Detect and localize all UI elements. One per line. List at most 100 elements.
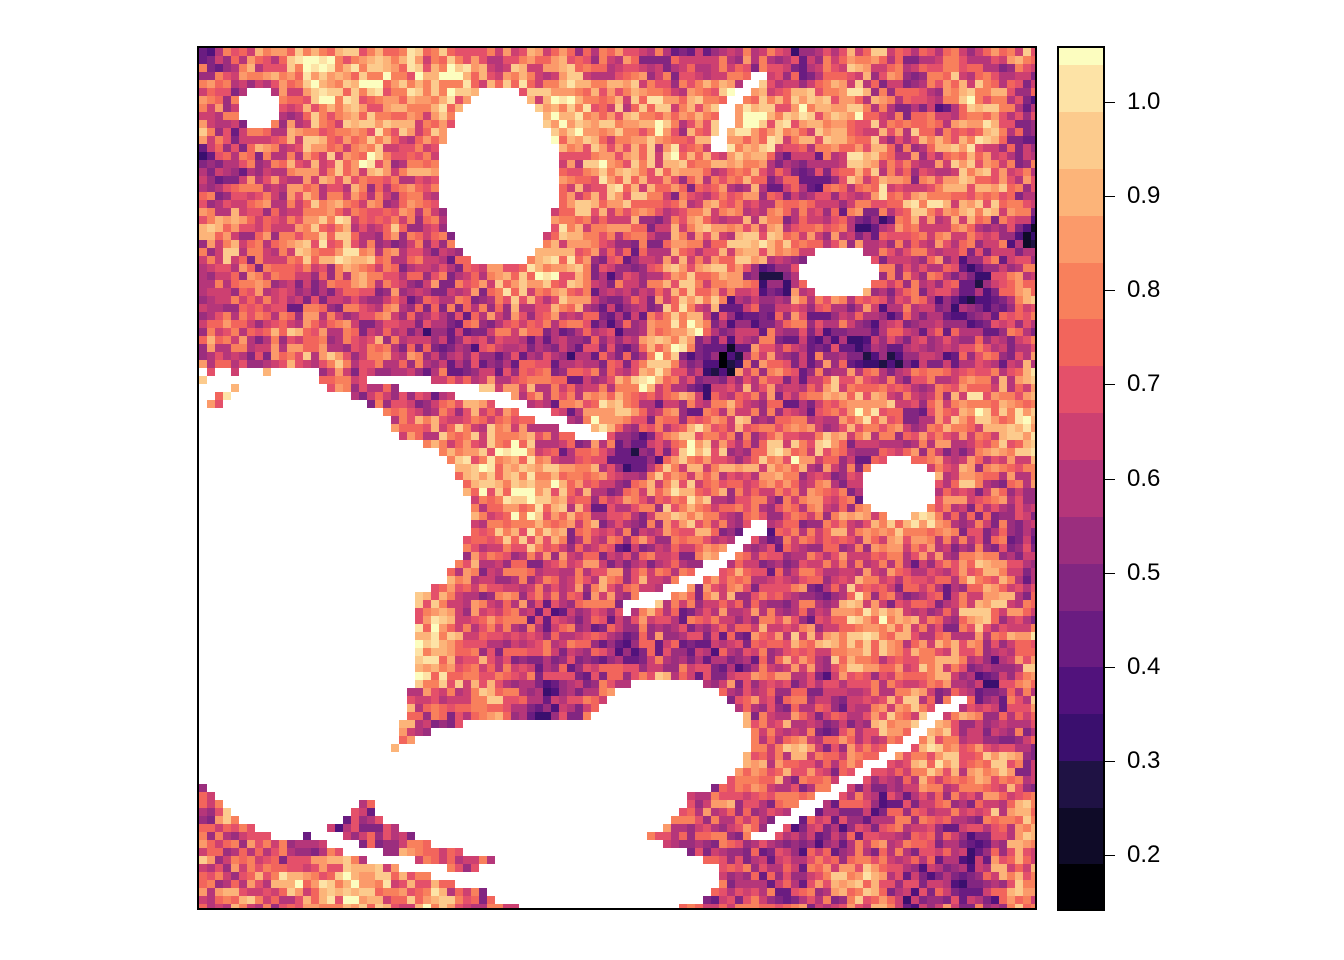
raster-cell [959, 80, 967, 88]
raster-cell [1023, 384, 1031, 392]
raster-cell [783, 296, 791, 304]
raster-cell [735, 368, 743, 376]
raster-cell [847, 312, 855, 320]
raster-cell [495, 56, 503, 64]
raster-cell [911, 448, 919, 456]
raster-cell [599, 464, 607, 472]
raster-cell [935, 384, 943, 392]
raster-cell [959, 376, 967, 384]
raster-cell [335, 152, 343, 160]
raster-cell [423, 408, 431, 416]
raster-cell [719, 344, 727, 352]
raster-cell [1023, 80, 1031, 88]
raster-cell [719, 272, 727, 280]
raster-cell [983, 184, 991, 192]
raster-cell [775, 464, 783, 472]
raster-cell [423, 216, 431, 224]
raster-cell [863, 376, 871, 384]
raster-cell [703, 392, 711, 400]
raster-cell [727, 240, 735, 248]
raster-cell [343, 120, 351, 128]
raster-cell [911, 96, 919, 104]
raster-cell [879, 184, 887, 192]
raster-cell [927, 136, 935, 144]
raster-cell [775, 376, 783, 384]
raster-cell [871, 368, 879, 376]
raster-cell [943, 248, 951, 256]
raster-cell [823, 56, 831, 64]
raster-cell [919, 368, 927, 376]
raster-cell [423, 272, 431, 280]
raster-cell [1007, 328, 1015, 336]
raster-cell [591, 192, 599, 200]
raster-cell [879, 144, 887, 152]
raster-cell [799, 88, 807, 96]
raster-cell [591, 168, 599, 176]
raster-cell [391, 392, 399, 400]
raster-cell [487, 272, 495, 280]
raster-cell [599, 472, 607, 480]
raster-cell [1023, 280, 1031, 288]
raster-cell [903, 288, 911, 296]
raster-cell [215, 288, 223, 296]
raster-cell [735, 64, 743, 72]
raster-cell [799, 480, 807, 488]
raster-cell [695, 160, 703, 168]
raster-cell [207, 352, 215, 360]
raster-cell [927, 200, 935, 208]
raster-cell [575, 480, 583, 488]
raster-cell [1023, 152, 1031, 160]
raster-cell [495, 64, 503, 72]
raster-cell [735, 304, 743, 312]
raster-cell [695, 168, 703, 176]
raster-cell [543, 392, 551, 400]
raster-cell [655, 192, 663, 200]
raster-cell [567, 400, 575, 408]
raster-cell [383, 296, 391, 304]
raster-cell [551, 384, 559, 392]
raster-cell [631, 296, 639, 304]
raster-cell [423, 128, 431, 136]
raster-cell [679, 96, 687, 104]
raster-cell [951, 416, 959, 424]
raster-cell [1031, 256, 1035, 264]
raster-cell [711, 304, 719, 312]
raster-cell [231, 88, 239, 96]
raster-cell [927, 232, 935, 240]
raster-cell [639, 352, 647, 360]
raster-cell [943, 184, 951, 192]
raster-cell [535, 264, 543, 272]
raster-cell [831, 320, 839, 328]
raster-cell [535, 392, 543, 400]
raster-cell [383, 240, 391, 248]
raster-cell [959, 208, 967, 216]
raster-cell [359, 328, 367, 336]
raster-cell [495, 344, 503, 352]
raster-cell [671, 224, 679, 232]
raster-cell [791, 296, 799, 304]
raster-cell [407, 160, 415, 168]
raster-cell [695, 88, 703, 96]
raster-cell [263, 160, 271, 168]
raster-cell [599, 80, 607, 88]
raster-cell [943, 384, 951, 392]
raster-cell [1023, 480, 1031, 488]
raster-cell [735, 440, 743, 448]
raster-cell [319, 112, 327, 120]
raster-cell [199, 104, 207, 112]
raster-cell [751, 128, 759, 136]
raster-cell [399, 120, 407, 128]
raster-cell [727, 152, 735, 160]
raster-cell [527, 80, 535, 88]
raster-cell [439, 360, 447, 368]
raster-cell [687, 152, 695, 160]
raster-cell [759, 344, 767, 352]
raster-cell [847, 440, 855, 448]
raster-cell [1015, 376, 1023, 384]
raster-cell [1023, 64, 1031, 72]
raster-cell [871, 336, 879, 344]
raster-cell [663, 272, 671, 280]
raster-cell [607, 392, 615, 400]
raster-cell [999, 152, 1007, 160]
raster-cell [583, 160, 591, 168]
